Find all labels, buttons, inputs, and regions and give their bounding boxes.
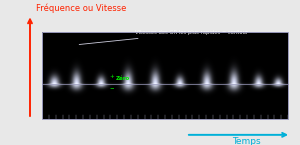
Text: Zéro: Zéro — [116, 77, 130, 81]
Text: Vitesses des GR les plus rapides = contour: Vitesses des GR les plus rapides = conto… — [79, 30, 249, 45]
Text: +: + — [110, 74, 114, 79]
Text: Temps: Temps — [232, 137, 260, 145]
Text: −: − — [110, 85, 114, 90]
Text: Fréquence ou Vitesse: Fréquence ou Vitesse — [36, 3, 126, 13]
